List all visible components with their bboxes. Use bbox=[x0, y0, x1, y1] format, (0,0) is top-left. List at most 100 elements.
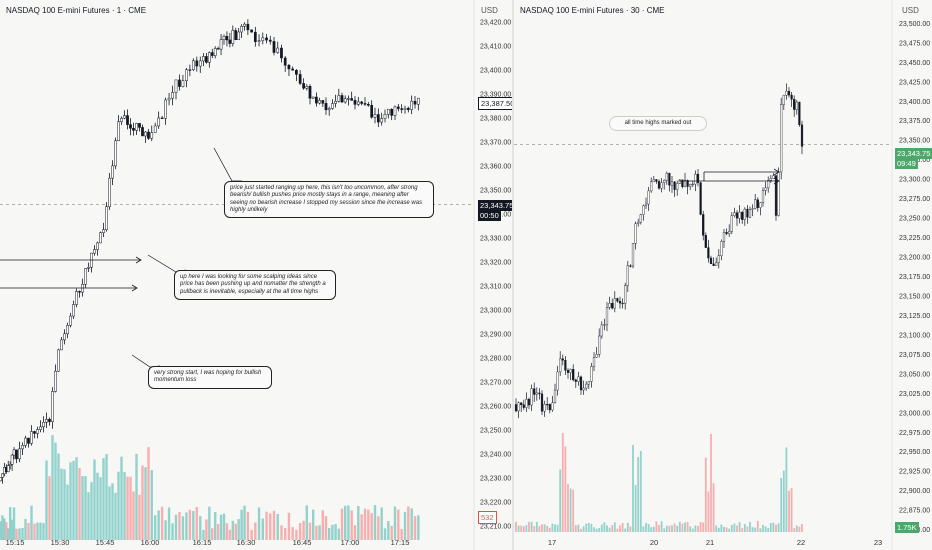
left-candle bbox=[10, 454, 14, 465]
left-volume-bar bbox=[81, 476, 84, 540]
right-price-tick: 23,100.00 bbox=[899, 332, 930, 339]
left-volume-bar bbox=[377, 516, 380, 540]
annotation-ranging-note[interactable]: price just started ranging up here, this… bbox=[224, 181, 434, 219]
left-candle bbox=[253, 31, 257, 42]
left-volume-bar bbox=[0, 521, 2, 540]
left-price-tick: 23,300.00 bbox=[480, 308, 511, 315]
right-volume-bar bbox=[528, 521, 530, 532]
right-candle bbox=[574, 379, 577, 382]
left-candle bbox=[181, 80, 185, 87]
current-price-tag: 23,343.75 bbox=[895, 148, 932, 159]
left-candle bbox=[120, 117, 123, 122]
left-candle bbox=[160, 117, 164, 119]
right-candle bbox=[728, 231, 731, 234]
left-price-tick: 23,420.00 bbox=[480, 20, 511, 27]
left-candle bbox=[39, 426, 42, 430]
annotation-strong-start-note[interactable]: very strong start, I was hoping for bull… bbox=[148, 366, 272, 389]
right-volume-bar bbox=[543, 524, 546, 532]
right-candle bbox=[561, 358, 564, 361]
left-chart-canvas[interactable]: 23,420.0023,410.0023,400.0023,390.0023,3… bbox=[0, 0, 512, 550]
left-volume-bar bbox=[387, 521, 390, 540]
left-candle bbox=[198, 60, 202, 67]
left-candle bbox=[340, 95, 344, 103]
left-candle bbox=[396, 106, 400, 109]
right-volume-bar bbox=[564, 446, 567, 532]
left-candle bbox=[72, 304, 75, 317]
left-price-tick: 23,380.00 bbox=[480, 116, 511, 123]
left-volume-bar bbox=[45, 460, 48, 540]
left-price-tick: 23,330.00 bbox=[480, 236, 511, 243]
left-candle bbox=[138, 123, 141, 128]
right-volume-bar bbox=[743, 524, 746, 532]
right-volume-bar bbox=[665, 525, 668, 532]
left-volume-bar bbox=[178, 512, 181, 540]
annotation-ath-note[interactable]: all time highs marked out bbox=[609, 116, 707, 132]
left-candle bbox=[350, 98, 354, 101]
left-volume-bar bbox=[75, 457, 78, 540]
left-volume-bar bbox=[261, 518, 264, 540]
right-candle bbox=[676, 183, 679, 190]
right-candle bbox=[564, 360, 567, 371]
right-price-tick: 22,875.00 bbox=[899, 508, 930, 515]
left-volume-bar bbox=[192, 511, 195, 540]
left-candle bbox=[30, 431, 33, 444]
right-price-tick: 22,900.00 bbox=[899, 488, 930, 495]
left-chart-pane[interactable]: 23,420.00 23,410.00 23,400.00 23,390.00 23,3… bbox=[0, 0, 512, 550]
left-volume-bar bbox=[393, 506, 397, 540]
right-candle bbox=[652, 179, 655, 182]
right-candle bbox=[624, 285, 627, 304]
right-candle bbox=[702, 214, 705, 236]
right-candle bbox=[754, 199, 757, 209]
left-candle bbox=[225, 36, 229, 41]
right-candle bbox=[681, 179, 684, 187]
right-candle bbox=[759, 202, 762, 208]
right-candle bbox=[551, 402, 554, 411]
left-volume-bar bbox=[417, 515, 420, 540]
left-volume-bar bbox=[160, 506, 164, 540]
right-candle bbox=[683, 180, 687, 187]
left-volume-bar bbox=[63, 469, 66, 540]
right-price-tick: 23,300.00 bbox=[899, 177, 930, 184]
left-candle bbox=[315, 96, 318, 104]
right-candle bbox=[572, 369, 575, 381]
left-candle bbox=[210, 52, 214, 56]
right-volume-bar bbox=[798, 526, 801, 532]
left-volume-bar bbox=[99, 477, 102, 540]
left-volume-bar bbox=[12, 507, 16, 540]
left-volume-bar bbox=[154, 515, 157, 540]
right-volume-bar bbox=[585, 523, 588, 532]
right-candle bbox=[686, 180, 689, 187]
left-candle bbox=[24, 437, 27, 446]
annotation-scalping-note[interactable]: up here I was looking for some scalping … bbox=[174, 270, 336, 300]
left-candle bbox=[205, 56, 208, 63]
left-time-tick: 15:30 bbox=[51, 538, 70, 547]
right-volume-bar bbox=[694, 525, 697, 532]
pane-divider[interactable] bbox=[512, 0, 514, 550]
left-candle bbox=[324, 103, 328, 111]
current-time-tag: 09:49 bbox=[895, 158, 918, 169]
right-volume-bar bbox=[637, 457, 640, 532]
left-price-tick: 23,210.00 bbox=[480, 524, 511, 531]
left-volume-bar bbox=[318, 525, 321, 540]
left-volume-bar bbox=[167, 507, 171, 540]
left-volume-bar bbox=[111, 483, 114, 540]
right-price-tick: 23,375.00 bbox=[899, 118, 930, 125]
right-chart-canvas[interactable]: 23,500.00 23,475.00 23,450.00 23,425.00 23,4… bbox=[514, 0, 932, 550]
right-chart-pane[interactable]: 23,500.00 23,475.00 23,450.00 23,425.00 23,4… bbox=[514, 0, 932, 550]
right-candle bbox=[559, 358, 562, 373]
left-arrow-head bbox=[135, 256, 142, 264]
left-candle bbox=[373, 114, 377, 118]
left-volume-bar bbox=[60, 468, 63, 540]
left-candle bbox=[261, 37, 265, 41]
right-price-tick: 22,925.00 bbox=[899, 469, 930, 476]
right-candle bbox=[717, 255, 720, 263]
left-volume-bar bbox=[390, 525, 393, 540]
right-volume-bar bbox=[772, 522, 775, 532]
right-volume-bar bbox=[759, 528, 762, 532]
right-candle bbox=[790, 94, 793, 100]
right-volume-bar bbox=[647, 524, 650, 532]
left-volume-bar bbox=[231, 520, 234, 540]
left-candle bbox=[360, 101, 364, 104]
left-candle bbox=[222, 36, 226, 40]
right-candle bbox=[548, 404, 551, 411]
